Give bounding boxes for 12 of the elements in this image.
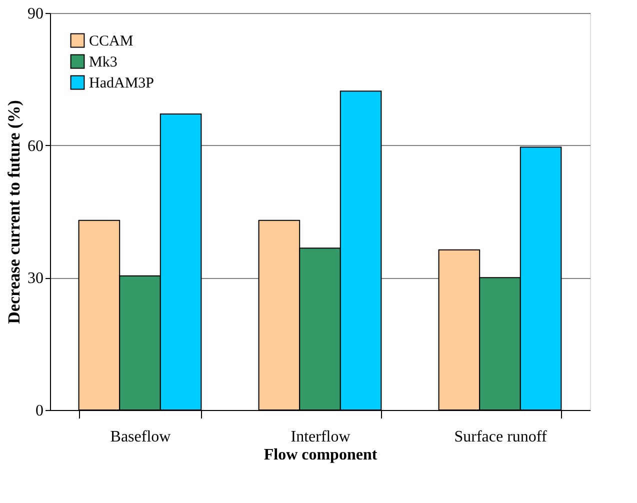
x-axis-title: Flow component [264, 446, 378, 464]
y-axis-title: Decrease current to future (%) [4, 100, 24, 324]
y-tick-label: 0 [36, 402, 44, 420]
y-tick-label: 30 [28, 270, 44, 288]
legend-label: Mk3 [89, 54, 118, 70]
legend-label: HadAM3P [89, 76, 154, 92]
legend-label: CCAM [89, 34, 134, 50]
x-tick-label: Surface runoff [454, 428, 548, 446]
y-tick-label: 90 [28, 6, 44, 22]
x-tick-label: Interflow [290, 428, 351, 446]
x-tick-label: Baseflow [110, 428, 172, 446]
y-tick-label: 60 [28, 138, 44, 155]
